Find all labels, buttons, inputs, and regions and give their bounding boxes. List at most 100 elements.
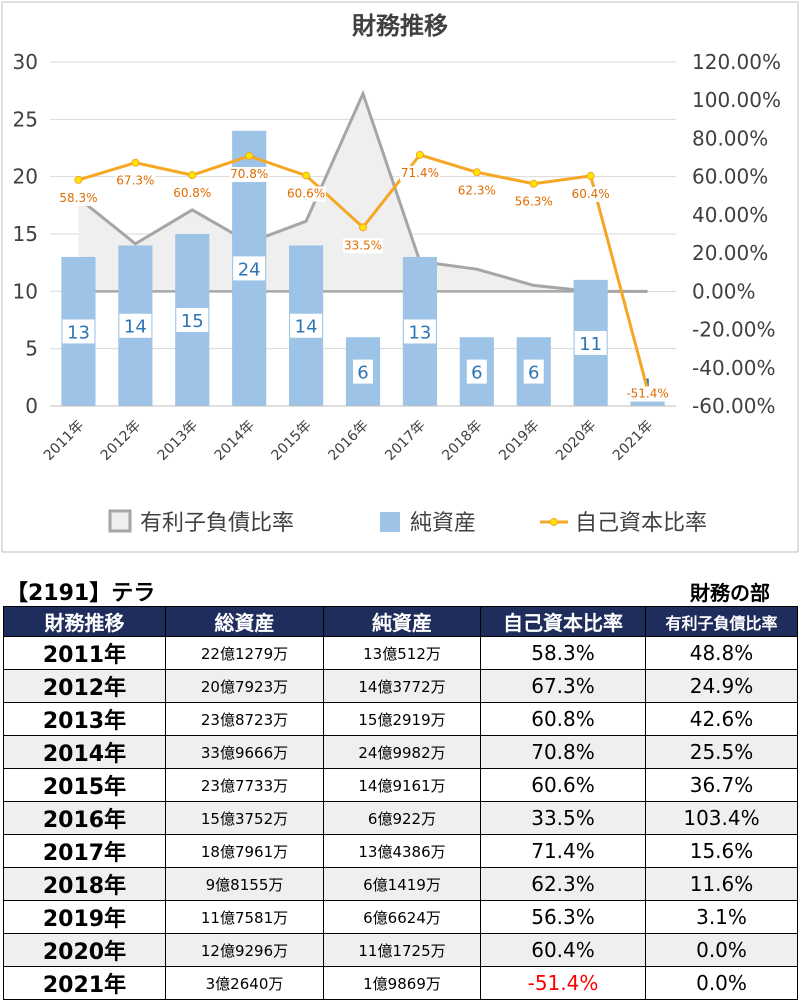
- table-row: 2016年 15億3752万 6億922万 33.5% 103.4%: [3, 801, 798, 835]
- y-left-tick-label: 30: [13, 50, 38, 74]
- table-cell-year: 2015年: [3, 768, 166, 802]
- table-cell-year: 2012年: [3, 669, 166, 703]
- table-row: 2020年 12億9296万 11億1725万 60.4% 0.0%: [3, 933, 798, 967]
- table-cell-equity-ratio: 33.5%: [480, 801, 646, 835]
- table-row: 2017年 18億7961万 13億4386万 71.4% 15.6%: [3, 834, 798, 868]
- line-label-bg: [229, 167, 270, 183]
- equity-ratio-label: 60.6%: [287, 187, 325, 201]
- table-cell-year: 2014年: [3, 735, 166, 769]
- table-cell-total-assets: 9億8155万: [165, 867, 324, 901]
- legend-label-net-assets: 純資産: [410, 511, 476, 536]
- equity-ratio-label: 70.8%: [230, 167, 268, 181]
- table-cell-total-assets: 18億7961万: [165, 834, 324, 868]
- y-left-tick-label: 0: [25, 394, 38, 418]
- y-left-tick-label: 10: [13, 279, 38, 303]
- header-net-assets: 純資産: [323, 606, 481, 637]
- bar-label: 14: [295, 317, 318, 338]
- table-cell-equity-ratio: 60.4%: [480, 933, 646, 967]
- table-cell-debt-ratio: 11.6%: [645, 867, 798, 901]
- table-cell-net-assets: 14億9161万: [323, 768, 481, 802]
- table-cell-debt-ratio: 24.9%: [645, 669, 798, 703]
- line-label-bg: [570, 186, 611, 202]
- table-cell-year: 2020年: [3, 933, 166, 967]
- table-cell-total-assets: 23億7733万: [165, 768, 324, 802]
- table-row: 2021年 3億2640万 1億9869万 -51.4% 0.0%: [3, 966, 798, 1000]
- table-cell-debt-ratio: 42.6%: [645, 702, 798, 736]
- line-label-bg: [115, 173, 156, 189]
- bar-label-bg: [233, 256, 266, 281]
- table-row: 2011年 22億1279万 13億512万 58.3% 48.8%: [3, 636, 798, 670]
- y-right-tick-label: -60.00%: [692, 394, 775, 418]
- bar-label: 15: [181, 311, 204, 332]
- table-row: 2014年 33億9666万 24億9982万 70.8% 25.5%: [3, 735, 798, 769]
- line-label-bg: [172, 186, 213, 202]
- equity-ratio-point: [359, 223, 367, 232]
- equity-ratio-label: 58.3%: [59, 191, 97, 205]
- table-row: 2012年 20億7923万 14億3772万 67.3% 24.9%: [3, 669, 798, 703]
- bar-label-bg: [176, 308, 209, 332]
- bar-label-bg: [466, 359, 487, 384]
- line-label-bg: [286, 186, 327, 202]
- equity-ratio-label: 67.3%: [116, 174, 154, 188]
- equity-ratio-label: 62.3%: [458, 183, 496, 197]
- bar-label: 6: [528, 363, 539, 384]
- equity-ratio-label: 71.4%: [401, 166, 439, 180]
- bar-label: 6: [471, 363, 482, 384]
- table-cell-net-assets: 6億1419万: [323, 867, 481, 901]
- bar-label: 13: [408, 322, 431, 343]
- bar-label: 11: [579, 334, 602, 355]
- header-debt-ratio: 有利子負債比率: [645, 606, 798, 637]
- bar-label: 6: [357, 363, 368, 384]
- equity-ratio-label: 33.5%: [344, 238, 382, 252]
- bar-label: 24: [238, 259, 261, 280]
- table-cell-net-assets: 15億2919万: [323, 702, 481, 736]
- table-row: 2015年 23億7733万 14億9161万 60.6% 36.7%: [3, 768, 798, 802]
- table-cell-equity-ratio: 56.3%: [480, 900, 646, 934]
- table-cell-net-assets: 24億9982万: [323, 735, 481, 769]
- y-left-tick-label: 15: [13, 222, 38, 246]
- equity-ratio-point: [245, 152, 254, 161]
- table-cell-equity-ratio: -51.4%: [480, 966, 646, 1000]
- bar-label-bg: [523, 359, 544, 384]
- table-cell-net-assets: 13億512万: [323, 636, 481, 670]
- legend-swatch-equity-point: [550, 518, 558, 526]
- equity-ratio-point: [131, 158, 140, 167]
- table-cell-net-assets: 13億4386万: [323, 834, 481, 868]
- table-cell-debt-ratio: 36.7%: [645, 768, 798, 802]
- section-title: 財務の部: [690, 581, 770, 605]
- table-cell-year: 2017年: [3, 834, 166, 868]
- table-cell-total-assets: 20億7923万: [165, 669, 324, 703]
- legend-swatch-debt: [108, 509, 132, 533]
- equity-ratio-point: [472, 168, 481, 177]
- debt-ratio-line: [77, 89, 648, 293]
- header-equity-ratio: 自己資本比率: [480, 606, 646, 637]
- line-label-bg: [343, 238, 383, 254]
- table-cell-year: 2021年: [3, 966, 166, 1000]
- table-cell-debt-ratio: 25.5%: [645, 735, 798, 769]
- chart-title: 財務推移: [352, 12, 448, 40]
- finance-chart: 財務推移 0 5 10 15 20 25 30 -60.00% -40.00% -20.00% 0.0…: [1, 1, 799, 553]
- table-cell-total-assets: 11億7581万: [165, 900, 324, 934]
- table-cell-debt-ratio: 15.6%: [645, 834, 798, 868]
- equity-ratio-point: [415, 150, 424, 159]
- line-label-bg: [58, 190, 99, 206]
- bar-label-bg: [119, 313, 152, 338]
- y-right-tick-label: 80.00%: [692, 126, 768, 150]
- table-row: 2019年 11億7581万 6億6624万 56.3% 3.1%: [3, 900, 798, 934]
- table-cell-year: 2019年: [3, 900, 166, 934]
- debt-ratio-area-fill: [78, 93, 648, 292]
- y-right-tick-label: 100.00%: [692, 88, 781, 112]
- line-label-bg: [513, 194, 554, 210]
- equity-ratio-point: [586, 171, 595, 180]
- table-cell-equity-ratio: 58.3%: [480, 636, 646, 670]
- header-period: 財務推移: [3, 606, 166, 637]
- header-total-assets: 総資産: [165, 606, 324, 637]
- table-cell-debt-ratio: 0.0%: [645, 966, 798, 1000]
- bar-label-bg: [62, 319, 95, 344]
- table-cell-debt-ratio: 0.0%: [645, 933, 798, 967]
- table-cell-year: 2016年: [3, 801, 166, 835]
- equity-ratio-point: [302, 171, 311, 180]
- table-cell-year: 2013年: [3, 702, 166, 736]
- table-cell-equity-ratio: 70.8%: [480, 735, 646, 769]
- table-cell-net-assets: 1億9869万: [323, 966, 481, 1000]
